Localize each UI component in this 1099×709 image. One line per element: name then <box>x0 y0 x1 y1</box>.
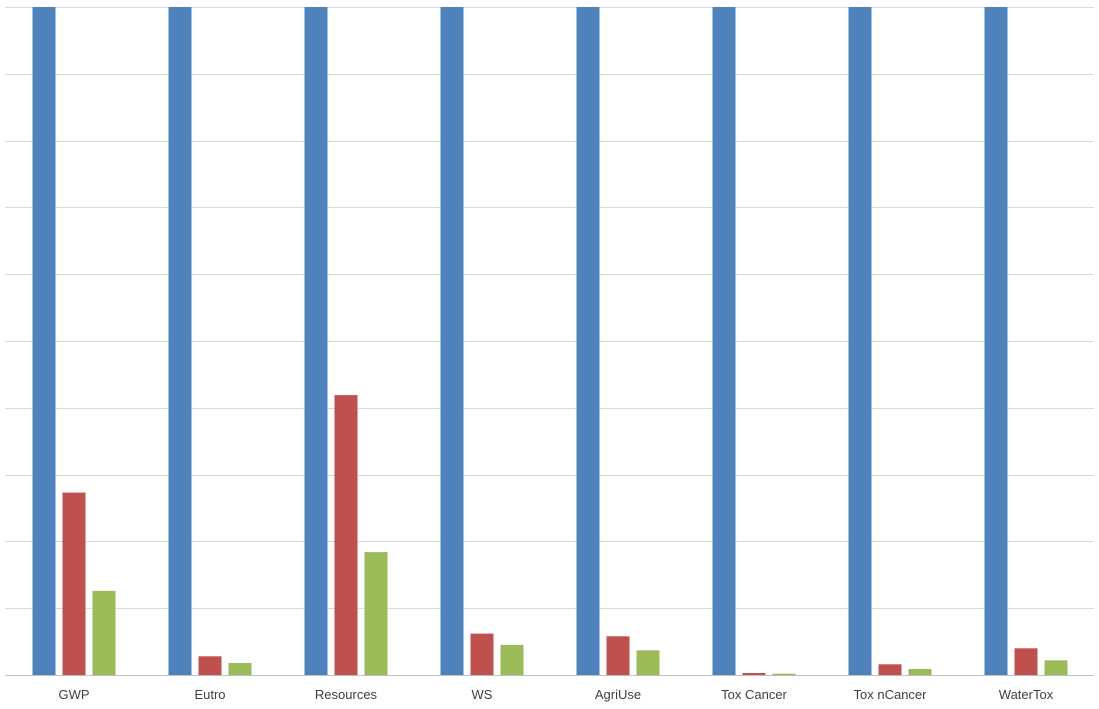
bar-series-1-agriuse <box>577 7 600 675</box>
bar-series-1-gwp <box>33 7 56 675</box>
bar-series-2-resources <box>335 395 358 675</box>
x-tick-label: WaterTox <box>999 687 1054 702</box>
x-tick-label: Tox nCancer <box>854 687 928 702</box>
bar-series-2-watertox <box>1015 648 1038 675</box>
bar-series-2-agriuse <box>607 636 630 675</box>
x-tick-label: Resources <box>315 687 378 702</box>
bar-series-2-tox-ncancer <box>879 664 902 675</box>
bar-series-1-tox-ncancer <box>849 7 872 675</box>
bar-series-1-eutro <box>169 7 192 675</box>
bar-series-2-tox-cancer <box>743 673 766 675</box>
x-tick-label: Eutro <box>194 687 225 702</box>
bar-series-3-tox-ncancer <box>909 669 932 675</box>
bar-series-3-gwp <box>93 591 116 675</box>
bar-series-1-watertox <box>985 7 1008 675</box>
x-tick-label: Tox Cancer <box>721 687 787 702</box>
bar-series-3-tox-cancer <box>773 674 796 675</box>
bar-series-2-eutro <box>199 656 222 675</box>
bar-series-3-ws <box>501 645 524 675</box>
bar-series-3-eutro <box>229 663 252 675</box>
gridlines <box>5 8 1094 609</box>
bar-series-1-resources <box>305 7 328 675</box>
bar-series-1-ws <box>441 7 464 675</box>
x-tick-labels: GWP Eutro Resources WS AgriUse Tox Cancer Tox … <box>58 687 1053 702</box>
x-tick-label: WS <box>472 687 493 702</box>
bar-series-2-ws <box>471 634 494 675</box>
bar-series-3-watertox <box>1045 660 1068 675</box>
bar-series-2-gwp <box>63 493 86 675</box>
bar-series-3-agriuse <box>637 650 660 675</box>
bar-series-3-resources <box>365 552 388 675</box>
x-tick-label: AgriUse <box>595 687 641 702</box>
bar-series-1-tox-cancer <box>713 7 736 675</box>
x-tick-label: GWP <box>58 687 89 702</box>
